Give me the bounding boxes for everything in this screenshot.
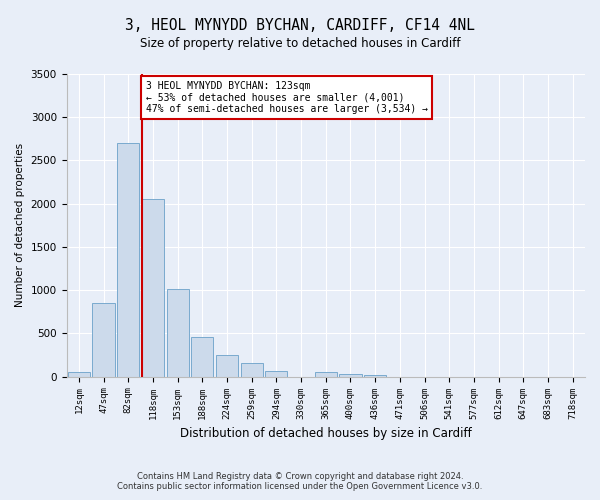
Bar [117, 143, 139, 376]
Text: Size of property relative to detached houses in Cardiff: Size of property relative to detached ho… [140, 38, 460, 51]
Text: 3 HEOL MYNYDD BYCHAN: 123sqm
← 53% of detached houses are smaller (4,001)
47% of: 3 HEOL MYNYDD BYCHAN: 123sqm ← 53% of de… [146, 81, 428, 114]
Bar [340, 374, 362, 376]
Bar [265, 371, 287, 376]
Bar [167, 290, 189, 376]
Y-axis label: Number of detached properties: Number of detached properties [15, 144, 25, 308]
Text: 3, HEOL MYNYDD BYCHAN, CARDIFF, CF14 4NL: 3, HEOL MYNYDD BYCHAN, CARDIFF, CF14 4NL [125, 18, 475, 32]
Bar [216, 355, 238, 376]
Text: Contains HM Land Registry data © Crown copyright and database right 2024.
Contai: Contains HM Land Registry data © Crown c… [118, 472, 482, 491]
X-axis label: Distribution of detached houses by size in Cardiff: Distribution of detached houses by size … [180, 427, 472, 440]
Bar [68, 372, 90, 376]
Bar [241, 363, 263, 376]
Bar [191, 338, 214, 376]
Bar [314, 372, 337, 376]
Bar [92, 303, 115, 376]
Bar [364, 374, 386, 376]
Bar [142, 200, 164, 376]
